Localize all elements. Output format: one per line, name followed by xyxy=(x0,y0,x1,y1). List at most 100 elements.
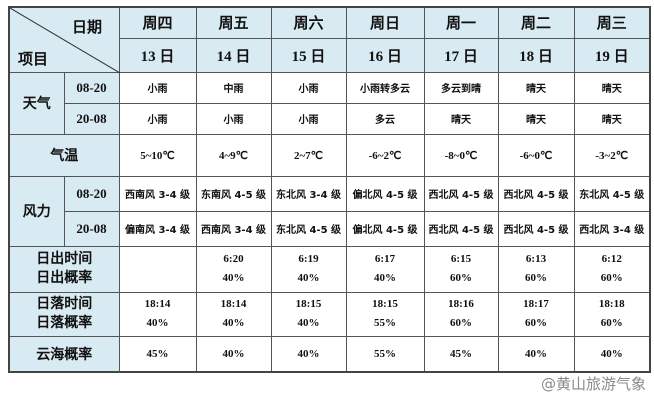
sunrise-label: 日出时间 日出概率 xyxy=(8,245,120,293)
wind-day-cell: 西北风 4-5 级 xyxy=(423,175,499,212)
item-header: 项目 xyxy=(18,50,49,68)
sunrise-cell: 6:17 40% xyxy=(345,245,425,293)
weather-day-cell: 晴天 xyxy=(573,71,651,104)
weather-day-cell: 晴天 xyxy=(497,71,575,104)
weather-label: 天气 xyxy=(8,71,65,135)
date-cell: 16 日 xyxy=(345,37,425,73)
dow-cell: 周一 xyxy=(423,6,499,39)
dow-cell: 周二 xyxy=(497,6,575,39)
sunrise-cell: 6:13 60% xyxy=(497,245,575,293)
wind-day-cell: 西北风 4-5 级 xyxy=(497,175,575,212)
weather-night-cell: 晴天 xyxy=(497,102,575,135)
weather-night-cell: 小雨 xyxy=(270,102,347,135)
wind-night-cell: 东北风 4-5 级 xyxy=(270,210,347,247)
wind-day-cell: 西南风 3-4 级 xyxy=(118,175,197,212)
weather-night-cell: 晴天 xyxy=(573,102,651,135)
dow-cell: 周日 xyxy=(345,6,425,39)
cloudsea-cell: 55% xyxy=(345,335,425,373)
sunset-cell-prob: 60% xyxy=(525,317,547,329)
watermark: @黄山旅游气象 xyxy=(540,375,646,393)
wind-day-cell: 东北风 3-4 级 xyxy=(270,175,347,212)
wind-night-cell: 西南风 3-4 级 xyxy=(195,210,272,247)
sunrise-cell xyxy=(118,245,197,293)
sunset-cell-time: 18:17 xyxy=(523,298,549,310)
sunrise-cell-prob: 40% xyxy=(297,272,320,284)
cloudsea-cell: 40% xyxy=(497,335,575,373)
period-label: 20-08 xyxy=(63,102,120,135)
sunset-cell-time: 18:16 xyxy=(448,298,474,310)
period-label: 08-20 xyxy=(63,175,120,212)
dow-cell: 周四 xyxy=(118,6,197,39)
cloudsea-cell: 40% xyxy=(270,335,347,373)
dow-cell: 周三 xyxy=(573,6,651,39)
sunset-cell: 18:15 55% xyxy=(345,291,425,337)
sunrise-cell-prob: 60% xyxy=(525,272,547,284)
temp-cell: -8~0℃ xyxy=(423,133,499,177)
sunset-label: 日落时间 日落概率 xyxy=(8,291,120,337)
sunrise-cell: 6:19 40% xyxy=(270,245,347,293)
weather-night-cell: 多云 xyxy=(345,102,425,135)
temp-cell: 4~9℃ xyxy=(195,133,272,177)
diagonal-divider xyxy=(10,8,120,73)
sunrise-cell-time: 6:19 xyxy=(298,253,319,265)
dow-cell: 周六 xyxy=(270,6,347,39)
weather-day-cell: 小雨转多云 xyxy=(345,71,425,104)
sunset-cell-time: 18:15 xyxy=(372,298,398,310)
wind-day-cell: 东北风 4-5 级 xyxy=(573,175,651,212)
header-corner: 日期 项目 xyxy=(8,6,120,73)
period-label: 20-08 xyxy=(63,210,120,247)
sunrise-cell-time: 6:20 xyxy=(223,253,244,265)
wind-night-cell: 偏北风 4-5 级 xyxy=(345,210,425,247)
date-cell: 15 日 xyxy=(270,37,347,73)
weather-night-cell: 小雨 xyxy=(195,102,272,135)
weather-day-cell: 多云到晴 xyxy=(423,71,499,104)
sunset-prob-label: 日落概率 xyxy=(36,315,93,331)
weather-day-cell: 小雨 xyxy=(118,71,197,104)
temp-label: 气温 xyxy=(8,133,120,177)
date-cell: 14 日 xyxy=(195,37,272,73)
sunset-cell: 18:14 40% xyxy=(195,291,272,337)
sunrise-cell-time: 6:12 xyxy=(601,253,622,265)
sunset-cell-prob: 40% xyxy=(146,317,169,329)
sunset-cell-prob: 60% xyxy=(450,317,472,329)
sunset-cell: 18:15 40% xyxy=(270,291,347,337)
sunset-cell-time: 18:14 xyxy=(220,298,247,310)
sunset-cell: 18:16 60% xyxy=(423,291,499,337)
temp-cell: -6~2℃ xyxy=(345,133,425,177)
sunrise-cell-time: 6:13 xyxy=(525,253,547,265)
sunrise-cell-prob: 60% xyxy=(600,272,623,284)
sunrise-cell-prob: 40% xyxy=(222,272,245,284)
cloudsea-cell: 40% xyxy=(573,335,651,373)
wind-night-cell: 偏南风 3-4 级 xyxy=(118,210,197,247)
weather-night-cell: 小雨 xyxy=(118,102,197,135)
sunset-cell-prob: 60% xyxy=(600,317,623,329)
date-cell: 17 日 xyxy=(423,37,499,73)
weather-night-cell: 晴天 xyxy=(423,102,499,135)
temp-cell: 5~10℃ xyxy=(118,133,197,177)
sunset-cell-prob: 40% xyxy=(297,317,320,329)
dow-cell: 周五 xyxy=(195,6,272,39)
temp-cell: -3~2℃ xyxy=(573,133,651,177)
weather-day-cell: 小雨 xyxy=(270,71,347,104)
sunrise-cell: 6:20 40% xyxy=(195,245,272,293)
wind-night-cell: 西北风 3-4 级 xyxy=(573,210,651,247)
wind-day-cell: 偏北风 4-5 级 xyxy=(345,175,425,212)
sunrise-cell: 6:15 60% xyxy=(423,245,499,293)
cloudsea-label: 云海概率 xyxy=(8,335,120,373)
sunrise-cell-time: 6:15 xyxy=(450,253,472,265)
sunset-time-label: 日落时间 xyxy=(36,296,93,312)
sunset-cell-prob: 40% xyxy=(222,317,245,329)
temp-cell: -6~0℃ xyxy=(497,133,575,177)
cloudsea-cell: 45% xyxy=(423,335,499,373)
wind-night-cell: 西北风 4-5 级 xyxy=(497,210,575,247)
date-cell: 18 日 xyxy=(497,37,575,73)
sunrise-cell-prob: 40% xyxy=(374,272,396,284)
sunset-cell-prob: 55% xyxy=(374,317,396,329)
date-header: 日期 xyxy=(72,18,103,36)
wind-night-cell: 西北风 4-5 级 xyxy=(423,210,499,247)
sunset-cell: 18:14 40% xyxy=(118,291,197,337)
date-cell: 13 日 xyxy=(118,37,197,73)
temp-cell: 2~7℃ xyxy=(270,133,347,177)
weather-forecast-table: 日期 项目 周四 周五 周六 周日 周一 周二 周三 13 日 14 日 15 … xyxy=(8,6,651,373)
sunrise-cell-prob: 60% xyxy=(450,272,472,284)
